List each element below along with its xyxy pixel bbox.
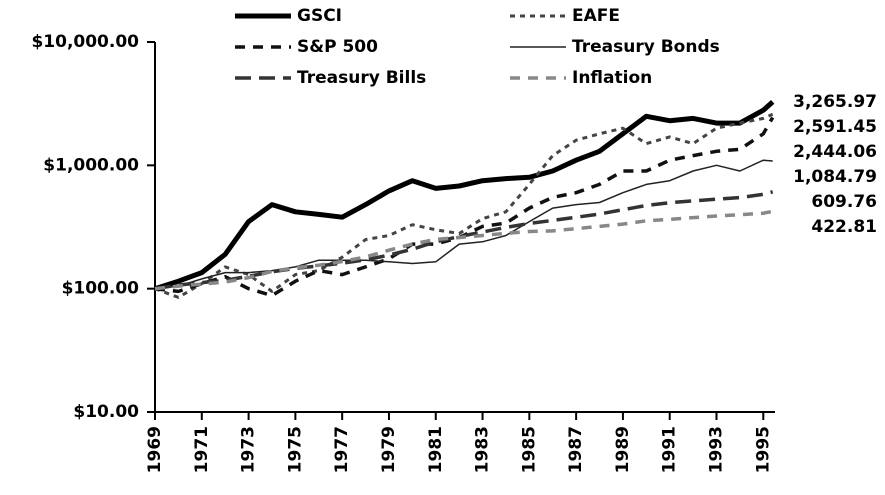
x-tick-label: 1975 [285, 426, 305, 473]
end-value-label: 1,084.79 [793, 167, 877, 187]
series-line [154, 112, 774, 299]
legend-label: Treasury Bonds [572, 37, 720, 57]
series-line [154, 100, 775, 292]
end-value-label: 2,591.45 [793, 117, 877, 137]
x-tick-label: 1971 [192, 426, 212, 473]
x-tick-label: 1995 [753, 426, 773, 473]
legend-label: Treasury Bills [297, 68, 426, 88]
x-tick-label: 1985 [519, 426, 539, 473]
end-value-label: 422.81 [811, 217, 877, 237]
y-tick-label: $10.00 [73, 402, 139, 422]
end-value-label: 609.76 [811, 192, 877, 212]
end-value-label: 2,444.06 [793, 142, 877, 162]
series-line [154, 159, 773, 290]
legend-label: EAFE [572, 6, 620, 26]
x-tick-label: 1991 [660, 426, 680, 473]
y-tick-label: $100.00 [62, 279, 140, 299]
x-tick-label: 1989 [613, 426, 633, 473]
x-tick-label: 1993 [707, 426, 727, 473]
legend-label: GSCI [297, 6, 342, 26]
series-line [154, 116, 775, 298]
x-tick-label: 1979 [379, 426, 399, 473]
x-tick-label: 1977 [332, 426, 352, 473]
y-tick-label: $1,000.00 [43, 155, 139, 175]
y-tick-label: $10,000.00 [31, 32, 139, 52]
x-tick-label: 1987 [566, 426, 586, 473]
end-value-label: 3,265.97 [793, 92, 877, 112]
x-tick-label: 1973 [239, 426, 259, 473]
legend-label: Inflation [572, 68, 652, 88]
series-line [154, 190, 774, 291]
legend-label: S&P 500 [297, 37, 378, 57]
x-tick-label: 1983 [473, 426, 493, 473]
x-tick-label: 1981 [426, 426, 446, 473]
x-tick-label: 1969 [145, 426, 165, 473]
